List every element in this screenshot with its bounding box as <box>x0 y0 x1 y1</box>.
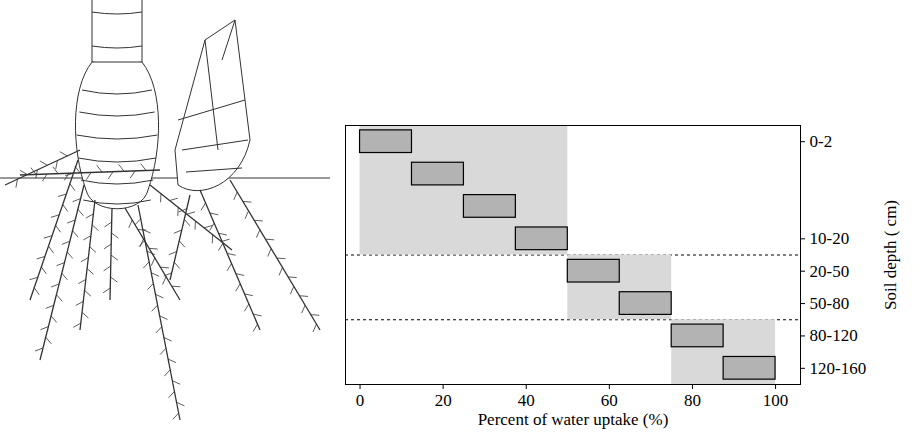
svg-text:0-2: 0-2 <box>810 132 833 151</box>
svg-text:0: 0 <box>356 391 365 410</box>
svg-text:80-120: 80-120 <box>810 326 858 345</box>
svg-text:50-80: 50-80 <box>810 294 850 313</box>
svg-text:120-160: 120-160 <box>810 359 867 378</box>
svg-text:20-50: 20-50 <box>810 262 850 281</box>
svg-text:80: 80 <box>684 391 701 410</box>
svg-text:100: 100 <box>763 391 789 410</box>
svg-text:20: 20 <box>435 391 452 410</box>
svg-text:10-20: 10-20 <box>810 229 850 248</box>
svg-text:Soil depth ( cm): Soil depth ( cm) <box>881 200 900 310</box>
svg-text:40: 40 <box>518 391 535 410</box>
svg-text:Percent of water uptake (%): Percent of water uptake (%) <box>478 410 669 429</box>
svg-text:60: 60 <box>601 391 618 410</box>
